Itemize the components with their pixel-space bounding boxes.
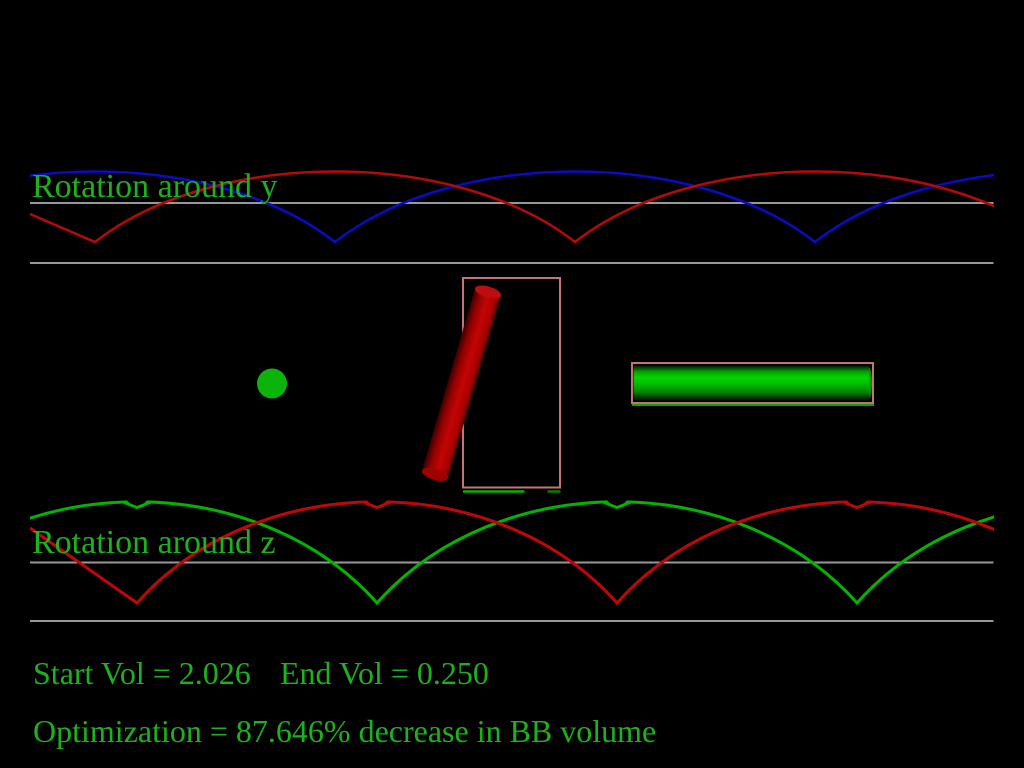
end-volume-text: End Vol = 0.250 bbox=[280, 655, 489, 691]
rotation-z-label: Rotation around z bbox=[32, 524, 276, 561]
rotation-z-plot bbox=[30, 496, 994, 622]
red-cylinder-top-cap bbox=[474, 285, 502, 299]
peak-notches bbox=[123, 496, 871, 510]
bounding-box-scene bbox=[257, 277, 874, 493]
rotation-y-label: Rotation around y bbox=[32, 168, 278, 205]
red-cylinder-body bbox=[422, 288, 501, 479]
rotation-y-plot bbox=[30, 170, 994, 264]
start-volume-text: Start Vol = 2.026 bbox=[33, 655, 251, 691]
red-curve-rotation-y bbox=[30, 170, 994, 244]
red-cylinder-bottom-cap bbox=[421, 467, 449, 481]
red-cylinder bbox=[421, 285, 502, 481]
green-cylinder-body bbox=[633, 365, 870, 401]
start-point-dot bbox=[257, 368, 287, 399]
blue-curve-rotation-y bbox=[30, 170, 994, 244]
optimization-text: Optimization = 87.646% decrease in BB vo… bbox=[33, 713, 657, 749]
red-curve-rotation-z bbox=[30, 500, 994, 606]
green-cylinder bbox=[633, 365, 872, 401]
green-cylinder-bbox bbox=[631, 362, 874, 404]
